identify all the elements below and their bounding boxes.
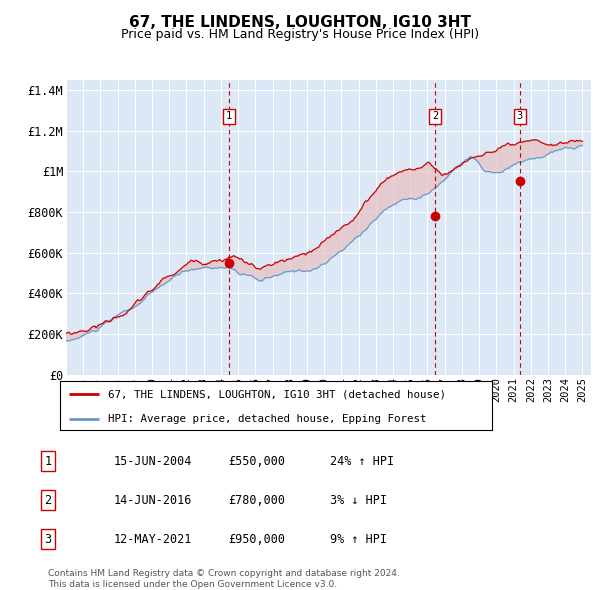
Text: 1: 1 <box>226 112 232 122</box>
Text: £550,000: £550,000 <box>228 455 285 468</box>
Text: 3: 3 <box>44 533 52 546</box>
Text: Contains HM Land Registry data © Crown copyright and database right 2024.: Contains HM Land Registry data © Crown c… <box>48 569 400 578</box>
Text: 67, THE LINDENS, LOUGHTON, IG10 3HT: 67, THE LINDENS, LOUGHTON, IG10 3HT <box>129 15 471 30</box>
Text: 14-JUN-2016: 14-JUN-2016 <box>114 494 193 507</box>
Text: 9% ↑ HPI: 9% ↑ HPI <box>330 533 387 546</box>
Text: £780,000: £780,000 <box>228 494 285 507</box>
Text: This data is licensed under the Open Government Licence v3.0.: This data is licensed under the Open Gov… <box>48 579 337 589</box>
Text: 2: 2 <box>432 112 439 122</box>
Text: 12-MAY-2021: 12-MAY-2021 <box>114 533 193 546</box>
Text: 1: 1 <box>44 455 52 468</box>
Text: 15-JUN-2004: 15-JUN-2004 <box>114 455 193 468</box>
Text: 3% ↓ HPI: 3% ↓ HPI <box>330 494 387 507</box>
Text: 24% ↑ HPI: 24% ↑ HPI <box>330 455 394 468</box>
Text: 2: 2 <box>44 494 52 507</box>
Text: HPI: Average price, detached house, Epping Forest: HPI: Average price, detached house, Eppi… <box>107 414 426 424</box>
Text: 67, THE LINDENS, LOUGHTON, IG10 3HT (detached house): 67, THE LINDENS, LOUGHTON, IG10 3HT (det… <box>107 389 446 399</box>
Text: £950,000: £950,000 <box>228 533 285 546</box>
Text: Price paid vs. HM Land Registry's House Price Index (HPI): Price paid vs. HM Land Registry's House … <box>121 28 479 41</box>
Text: 3: 3 <box>517 112 523 122</box>
